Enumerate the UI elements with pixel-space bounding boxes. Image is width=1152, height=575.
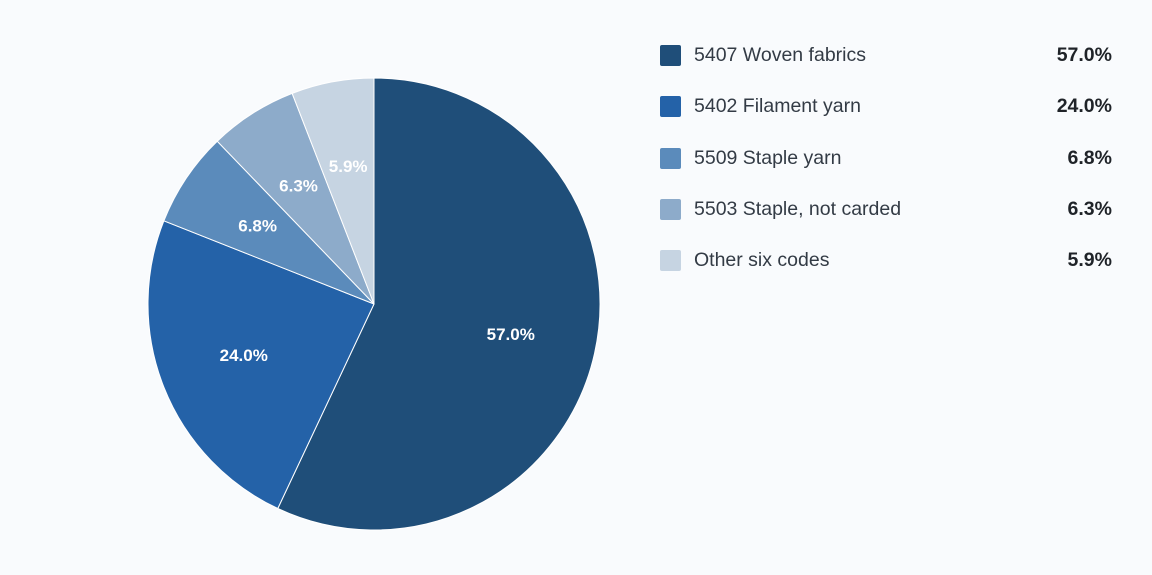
legend-label: 5407 Woven fabrics (694, 44, 866, 67)
pie-slice (277, 77, 601, 531)
pie-slice-label: 6.3% (279, 176, 318, 195)
legend-value: 6.3% (1067, 197, 1112, 220)
chart-legend: 5407 Woven fabrics 57.0% 5402 Filament y… (660, 30, 1112, 286)
pie-slice-label: 5.9% (329, 157, 368, 176)
legend-value: 5.9% (1067, 249, 1112, 272)
legend-item: 5509 Staple yarn 6.8% (660, 133, 1112, 184)
legend-item: 5402 Filament yarn 24.0% (660, 81, 1112, 132)
pie-chart: 57.0% 24.0% 6.8% 6.3% 5.9% (147, 77, 601, 531)
pie-slice-label: 6.8% (238, 216, 277, 235)
legend-value: 24.0% (1056, 95, 1112, 118)
pie-slice-labels: 57.0% 24.0% 6.8% 6.3% 5.9% (220, 157, 535, 365)
pie-slice-label: 57.0% (487, 325, 535, 344)
legend-swatch (660, 45, 681, 67)
legend-label: 5402 Filament yarn (694, 95, 861, 118)
legend-label: 5509 Staple yarn (694, 146, 842, 169)
pie-slice (291, 77, 375, 305)
legend-label: 5503 Staple, not carded (694, 197, 902, 220)
legend-swatch (660, 96, 681, 118)
legend-swatch (660, 198, 681, 220)
legend-label: Other six codes (694, 249, 830, 272)
legend-value: 6.8% (1067, 146, 1112, 169)
pie-slice (147, 220, 375, 510)
legend-value: 57.0% (1056, 44, 1112, 67)
pie-slice-label: 24.0% (220, 346, 268, 365)
legend-item: 5503 Staple, not carded 6.3% (660, 184, 1112, 235)
pie-slices (147, 77, 601, 531)
legend-item: Other six codes 5.9% (660, 235, 1112, 286)
legend-swatch (660, 250, 681, 272)
legend-swatch (660, 147, 681, 169)
legend-item: 5407 Woven fabrics 57.0% (660, 30, 1112, 81)
